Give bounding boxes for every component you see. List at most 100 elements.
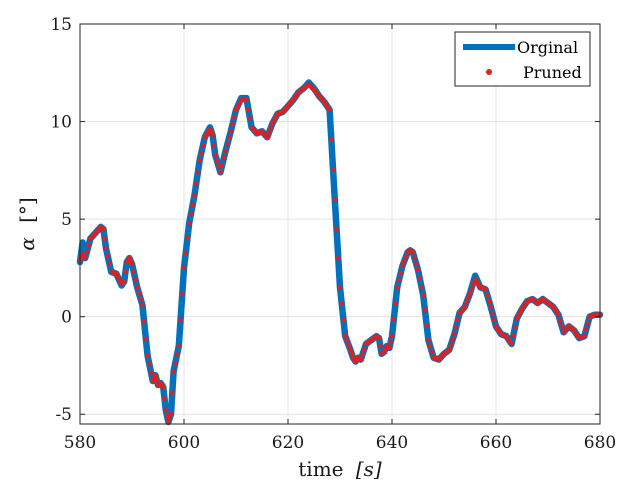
pruned-point bbox=[138, 296, 143, 302]
pruned-point bbox=[101, 226, 106, 232]
pruned-point bbox=[145, 353, 150, 359]
pruned-point bbox=[167, 415, 172, 421]
pruned-point bbox=[582, 333, 587, 339]
pruned-point bbox=[488, 304, 494, 310]
pruned-point bbox=[401, 259, 407, 264]
y-tick-label: 10 bbox=[50, 113, 72, 133]
pruned-point bbox=[391, 317, 397, 323]
pruned-point bbox=[342, 333, 348, 339]
pruned-point bbox=[200, 142, 206, 148]
pruned-point bbox=[228, 129, 234, 134]
pruned-point bbox=[186, 220, 192, 226]
pruned-point bbox=[427, 343, 433, 349]
ticks: 580 600 620 640 660 680 -5 0 5 10 15 bbox=[50, 15, 616, 453]
pruned-point bbox=[154, 377, 159, 383]
pruned-point bbox=[424, 322, 430, 328]
pruned-point bbox=[455, 317, 461, 323]
pruned-point bbox=[485, 292, 490, 298]
y-axis-label-unit: [°] bbox=[15, 197, 39, 223]
pruned-point bbox=[218, 170, 223, 175]
pruned-point bbox=[183, 250, 188, 256]
pruned-point bbox=[141, 319, 147, 325]
pruned-point bbox=[334, 226, 339, 232]
y-axis-label-main: α bbox=[15, 237, 39, 251]
pruned-point bbox=[400, 263, 405, 269]
pruned-point bbox=[336, 255, 341, 261]
pruned-point bbox=[467, 291, 473, 296]
plot-area bbox=[80, 24, 600, 424]
pruned-point bbox=[344, 338, 350, 344]
x-axis-label-main: time bbox=[298, 457, 343, 481]
pruned-point bbox=[180, 291, 185, 297]
pruned-point bbox=[121, 279, 127, 284]
pruned-point bbox=[490, 311, 495, 316]
pruned-point bbox=[140, 302, 145, 308]
pruned-point bbox=[464, 300, 469, 305]
pruned-point bbox=[166, 419, 171, 425]
pruned-point bbox=[511, 333, 516, 338]
series-dots-pruned bbox=[77, 82, 603, 425]
pruned-point bbox=[244, 97, 249, 103]
pruned-point bbox=[583, 327, 589, 333]
legend-box bbox=[454, 31, 591, 87]
pruned-point bbox=[396, 278, 402, 283]
y-axis-label: α [°] bbox=[15, 197, 39, 250]
pruned-point bbox=[199, 150, 204, 156]
pruned-point bbox=[378, 343, 383, 349]
pruned-point bbox=[420, 292, 426, 298]
pruned-point bbox=[332, 197, 338, 202]
pruned-point bbox=[348, 347, 353, 353]
pruned-point bbox=[360, 352, 365, 357]
pruned-point bbox=[349, 351, 355, 357]
pruned-point bbox=[245, 106, 251, 112]
axes-box bbox=[79, 23, 601, 425]
pruned-point bbox=[426, 337, 431, 343]
pruned-point bbox=[195, 170, 201, 175]
pruned-point bbox=[509, 341, 514, 347]
pruned-point bbox=[133, 277, 138, 282]
pruned-point bbox=[462, 304, 468, 310]
pruned-point bbox=[163, 408, 169, 413]
pruned-point bbox=[450, 337, 456, 342]
pruned-point bbox=[176, 343, 182, 349]
pruned-point bbox=[212, 152, 218, 157]
y-tick-label: 15 bbox=[50, 15, 72, 35]
pruned-point bbox=[471, 281, 476, 287]
pruned-point bbox=[168, 411, 174, 417]
pruned-point bbox=[585, 320, 591, 326]
pruned-point bbox=[105, 253, 110, 259]
pruned-point bbox=[188, 211, 194, 217]
pruned-point bbox=[123, 269, 128, 275]
pruned-point bbox=[178, 317, 183, 323]
pruned-point bbox=[230, 121, 235, 127]
pruned-point bbox=[190, 202, 195, 208]
pruned-point bbox=[422, 307, 428, 313]
pruned-point bbox=[103, 246, 109, 251]
pruned-point bbox=[193, 181, 199, 187]
pruned-point bbox=[210, 132, 215, 138]
pruned-point bbox=[160, 384, 166, 390]
pruned-point bbox=[147, 361, 152, 367]
pruned-point bbox=[143, 336, 149, 342]
pruned-point bbox=[225, 142, 230, 147]
pruned-point bbox=[162, 396, 167, 401]
pruned-point bbox=[170, 390, 175, 396]
pruned-point bbox=[131, 269, 136, 275]
pruned-point bbox=[226, 135, 232, 141]
y-tick-label: 0 bbox=[61, 308, 72, 328]
pruned-point bbox=[419, 284, 424, 290]
pruned-point bbox=[232, 114, 237, 120]
pruned-point bbox=[393, 301, 398, 307]
x-tick-label: 680 bbox=[584, 433, 616, 453]
pruned-point bbox=[211, 142, 217, 148]
pruned-point bbox=[556, 312, 561, 318]
x-tick-label: 660 bbox=[480, 433, 512, 453]
pruned-point bbox=[417, 276, 423, 281]
pruned-point bbox=[129, 261, 135, 267]
pruned-point bbox=[512, 324, 518, 330]
x-tick-label: 640 bbox=[376, 433, 408, 453]
pruned-point bbox=[136, 291, 142, 296]
pruned-point bbox=[86, 242, 91, 248]
pruned-point bbox=[492, 317, 497, 323]
